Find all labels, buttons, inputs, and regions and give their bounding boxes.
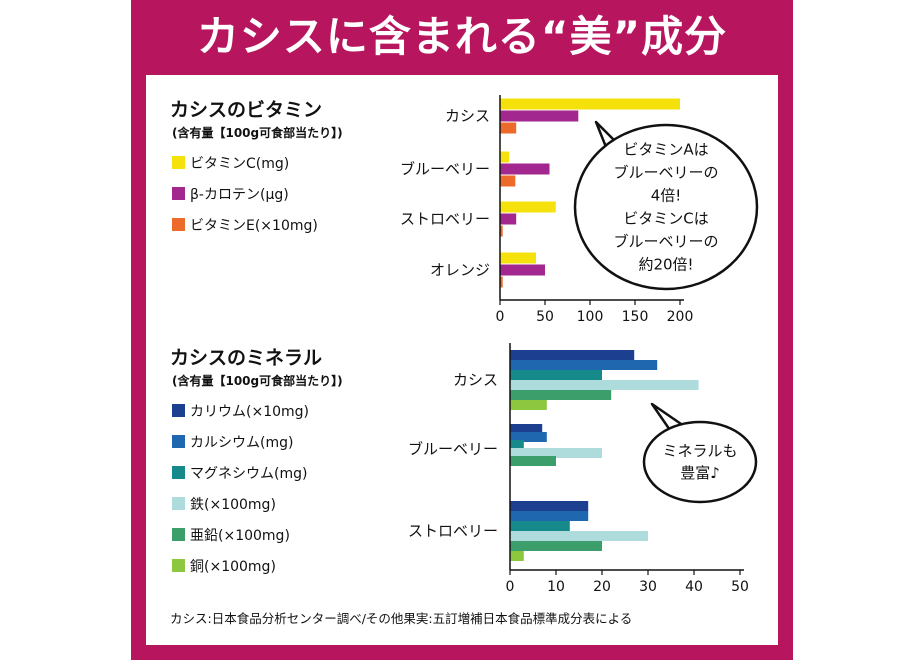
legend-swatch [172, 156, 185, 169]
vitamin-callout-bubble [573, 123, 759, 291]
bar [500, 122, 517, 134]
x-tick-label: 40 [685, 579, 703, 595]
x-tick-label: 50 [731, 579, 749, 595]
vitamin-chart-title: カシスのビタミン [170, 99, 323, 121]
bar [500, 110, 579, 122]
bubble-line: ビタミンAは [623, 141, 708, 159]
bar [500, 213, 517, 225]
bar [510, 551, 524, 561]
bar [510, 531, 648, 541]
bar [510, 424, 543, 434]
legend-label: カルシウム(mg) [190, 434, 294, 451]
legend-label: ビタミンE(×10mg) [190, 217, 318, 234]
category-label: カシス [445, 107, 490, 125]
legend-item: カルシウム(mg) [172, 426, 309, 457]
category-label: ブルーベリー [400, 160, 490, 178]
bar [510, 501, 589, 511]
x-tick-label: 50 [536, 309, 554, 325]
legend-item: ビタミンE(×10mg) [172, 209, 318, 240]
bar [510, 400, 547, 410]
legend-label: ビタミンC(mg) [190, 155, 290, 172]
bar [500, 201, 556, 213]
legend-label: カリウム(×10mg) [190, 403, 309, 420]
bar [510, 350, 635, 360]
x-tick-label: 30 [639, 579, 657, 595]
mineral-legend: カリウム(×10mg) カルシウム(mg) マグネシウム(mg) 鉄(×100mg) 亜… [172, 395, 309, 581]
x-tick-label: 200 [667, 309, 694, 325]
bubble-line: 4倍! [651, 187, 682, 205]
bar [500, 151, 509, 163]
category-label: ストロベリー [408, 522, 498, 540]
legend-item: カリウム(×10mg) [172, 395, 309, 426]
category-label: オレンジ [430, 261, 490, 279]
legend-swatch [172, 497, 185, 510]
vitamin-legend: ビタミンC(mg) β-カロテン(μg) ビタミンE(×10mg) [172, 147, 318, 240]
legend-item: ビタミンC(mg) [172, 147, 318, 178]
bar [510, 432, 547, 442]
mineral-chart-subtitle: (含有量【100g可食部当たり】) [172, 374, 343, 388]
legend-item: 鉄(×100mg) [172, 488, 309, 519]
legend-label: 銅(×100mg) [190, 558, 276, 575]
bar [510, 541, 602, 551]
bubble-line: 豊富♪ [680, 464, 720, 482]
legend-label: 鉄(×100mg) [190, 496, 276, 513]
mineral-callout-bubble [642, 420, 758, 504]
legend-swatch [172, 528, 185, 541]
bubble-line: ビタミンCは [623, 210, 708, 228]
x-tick-label: 0 [506, 579, 515, 595]
x-tick-label: 0 [496, 309, 505, 325]
bubble-line: 約20倍! [638, 256, 693, 274]
bar [510, 456, 556, 466]
bar [500, 225, 503, 237]
legend-swatch [172, 466, 185, 479]
page-title: カシスに含まれる“美”成分 [196, 12, 728, 61]
bar [510, 370, 602, 380]
legend-item: β-カロテン(μg) [172, 178, 318, 209]
bar [500, 252, 536, 264]
legend-label: 亜鉛(×100mg) [190, 527, 290, 544]
bar [510, 360, 658, 370]
source-note: カシス:日本食品分析センター調べ/その他果実:五訂増補日本食品標準成分表による [170, 611, 633, 626]
legend-swatch [172, 218, 185, 231]
x-tick-label: 150 [622, 309, 649, 325]
legend-item: マグネシウム(mg) [172, 457, 309, 488]
vitamin-chart-subtitle: (含有量【100g可食部当たり】) [172, 126, 343, 140]
x-tick-label: 10 [547, 579, 565, 595]
legend-label: マグネシウム(mg) [190, 465, 308, 482]
category-label: ストロベリー [400, 210, 490, 228]
mineral-chart-title: カシスのミネラル [170, 347, 323, 369]
bubble-line: ミネラルも [662, 442, 737, 460]
legend-item: 亜鉛(×100mg) [172, 519, 309, 550]
legend-swatch [172, 435, 185, 448]
bar [510, 521, 570, 531]
bar [510, 511, 589, 521]
x-tick-label: 100 [577, 309, 604, 325]
bar [500, 175, 516, 187]
bar [500, 264, 545, 276]
bar [500, 276, 503, 288]
legend-label: β-カロテン(μg) [190, 186, 289, 203]
bubble-line: ブルーベリーの [613, 233, 718, 251]
legend-swatch [172, 187, 185, 200]
legend-swatch [172, 559, 185, 572]
bar [510, 440, 524, 450]
bar [500, 98, 680, 110]
category-label: ブルーベリー [408, 440, 498, 458]
bubble-line: ブルーベリーの [613, 164, 718, 182]
bar [500, 163, 550, 175]
x-tick-label: 20 [593, 579, 611, 595]
bar [510, 380, 699, 390]
category-label: カシス [453, 371, 498, 389]
legend-item: 銅(×100mg) [172, 550, 309, 581]
bar [510, 448, 602, 458]
bar [510, 390, 612, 400]
legend-swatch [172, 404, 185, 417]
